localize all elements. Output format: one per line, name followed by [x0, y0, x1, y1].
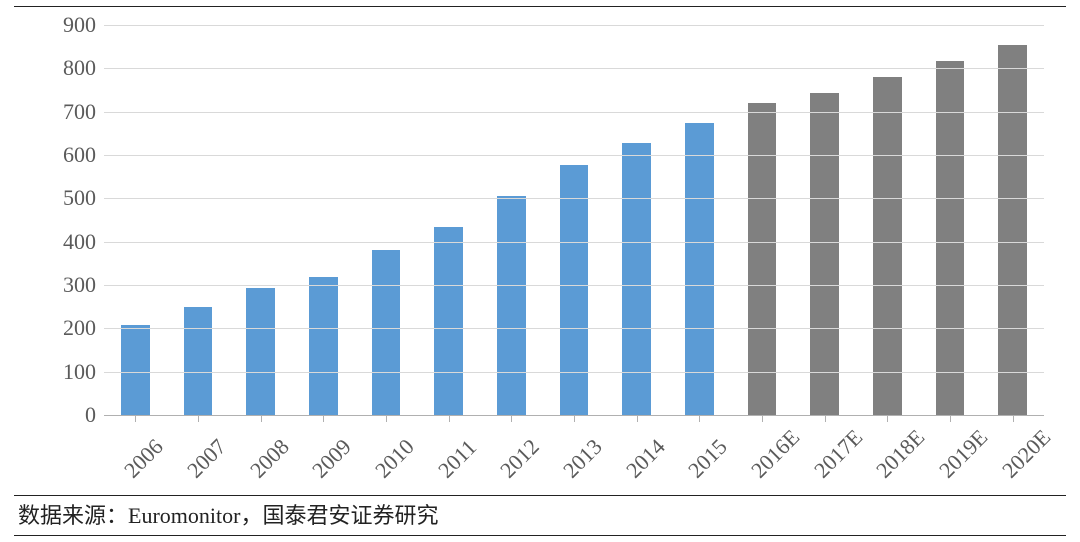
grid-line: [104, 242, 1044, 243]
x-tick-label: 2014: [621, 434, 670, 483]
bar: [246, 288, 275, 415]
data-source-row: 数据来源：Euromonitor，国泰君安证券研究: [14, 496, 1066, 536]
grid-line: [104, 285, 1044, 286]
y-tick-label: 400: [63, 229, 104, 255]
x-tick: [574, 415, 575, 422]
x-tick: [637, 415, 638, 422]
grid-line: [104, 68, 1044, 69]
x-tick-label: 2013: [558, 434, 607, 483]
grid-line: [104, 328, 1044, 329]
figure-frame: 0 100 200 300 400 500 600 700 800 900 2006 2007 2008…: [0, 0, 1080, 542]
bar: [873, 77, 902, 415]
x-tick-label: 2011: [433, 434, 482, 483]
bar: [748, 103, 777, 415]
bar: [497, 196, 526, 415]
x-tick: [198, 415, 199, 422]
x-tick: [261, 415, 262, 422]
grid-line: [104, 112, 1044, 113]
x-tick-label: 2016E: [746, 424, 805, 483]
y-tick-label: 800: [63, 55, 104, 81]
bar: [372, 250, 401, 415]
grid-line: [104, 372, 1044, 373]
plot-area: 0100200300400500600700800900200620072008…: [104, 25, 1044, 415]
x-tick: [511, 415, 512, 422]
y-tick-label: 300: [63, 272, 104, 298]
x-tick: [449, 415, 450, 422]
bar: [309, 277, 338, 415]
source-prefix: 数据来源：: [18, 503, 128, 528]
x-tick: [950, 415, 951, 422]
x-tick: [825, 415, 826, 422]
x-tick-label: 2010: [370, 434, 419, 483]
bar: [936, 61, 965, 415]
x-tick-label: 2006: [119, 434, 168, 483]
grid-line: [104, 25, 1044, 26]
bars-layer: [104, 25, 1044, 415]
x-tick: [699, 415, 700, 422]
bar: [184, 307, 213, 415]
x-tick: [887, 415, 888, 422]
x-tick-label: 2018E: [871, 424, 930, 483]
y-tick-label: 700: [63, 99, 104, 125]
bar: [434, 227, 463, 416]
x-tick: [1013, 415, 1014, 422]
x-tick: [762, 415, 763, 422]
x-tick-label: 2012: [495, 434, 544, 483]
bar: [121, 325, 150, 415]
bar: [810, 93, 839, 415]
y-tick-label: 600: [63, 142, 104, 168]
x-tick-label: 2020E: [997, 424, 1056, 483]
x-tick-label: 2015: [683, 434, 732, 483]
x-tick: [386, 415, 387, 422]
x-tick: [135, 415, 136, 422]
y-tick-label: 100: [63, 359, 104, 385]
x-tick-label: 2008: [245, 434, 294, 483]
x-tick: [323, 415, 324, 422]
y-tick-label: 500: [63, 185, 104, 211]
y-tick-label: 900: [63, 12, 104, 38]
x-tick-label: 2007: [182, 434, 231, 483]
source-text: Euromonitor，国泰君安证券研究: [128, 503, 438, 528]
bar: [560, 165, 589, 415]
bar-chart: 0 100 200 300 400 500 600 700 800 900 2006 2007 2008…: [14, 6, 1066, 496]
bar: [622, 143, 651, 415]
x-tick-label: 2009: [307, 434, 356, 483]
grid-line: [104, 155, 1044, 156]
x-tick-label: 2019E: [934, 424, 993, 483]
y-tick-label: 0: [85, 402, 104, 428]
bar: [998, 45, 1027, 416]
y-tick-label: 200: [63, 315, 104, 341]
x-tick-label: 2017E: [809, 424, 868, 483]
grid-line: [104, 198, 1044, 199]
